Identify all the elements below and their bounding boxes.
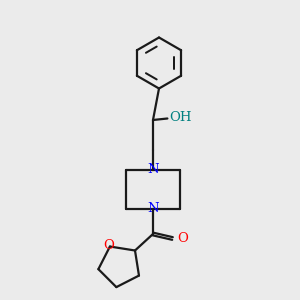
Text: N: N [147,163,159,176]
Text: OH: OH [169,111,192,124]
Text: O: O [103,238,114,251]
Text: N: N [147,202,159,215]
Text: O: O [177,232,188,245]
